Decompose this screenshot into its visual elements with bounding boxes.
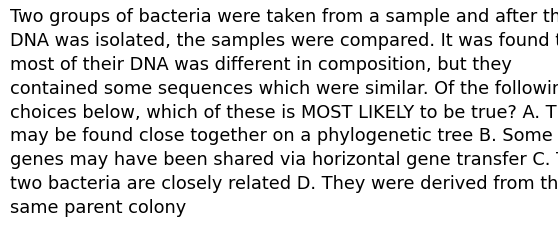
Text: Two groups of bacteria were taken from a sample and after their
DNA was isolated: Two groups of bacteria were taken from a… (10, 8, 558, 216)
